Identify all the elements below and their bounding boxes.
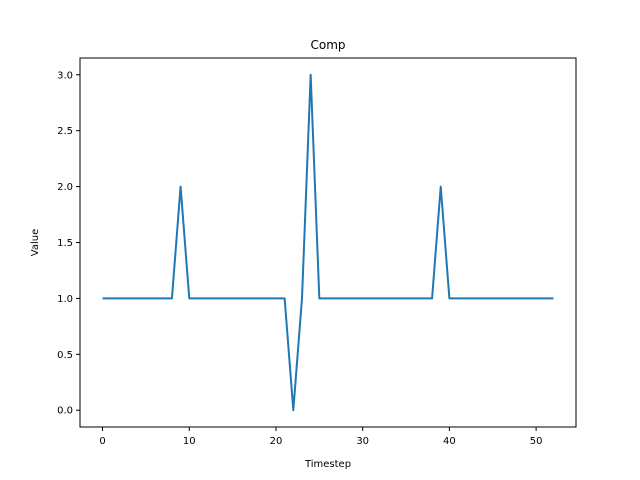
y-tick-label: 2.0 [57, 182, 73, 193]
x-tick-label: 0 [99, 436, 105, 447]
y-tick-label: 2.5 [57, 126, 73, 137]
y-tick-label: 1.0 [57, 294, 73, 305]
x-tick-label: 30 [356, 436, 369, 447]
y-tick-label: 0.0 [57, 406, 73, 417]
x-tick-label: 50 [530, 436, 543, 447]
y-tick-label: 0.5 [57, 350, 73, 361]
x-tick-label: 20 [270, 436, 283, 447]
x-tick-label: 10 [183, 436, 196, 447]
y-axis-label: Value [30, 229, 41, 256]
x-axis-ticks: 0 10 20 30 40 50 [99, 427, 542, 447]
chart-title: Comp [310, 38, 345, 52]
y-tick-label: 3.0 [57, 70, 73, 81]
plot-frame [79, 57, 577, 428]
x-tick-label: 40 [443, 436, 456, 447]
series-line [102, 73, 554, 412]
y-axis-ticks: 0.0 0.5 1.0 1.5 2.0 2.5 3.0 [57, 70, 80, 417]
x-axis-label: Timestep [304, 459, 351, 470]
y-tick-label: 1.5 [57, 238, 73, 249]
